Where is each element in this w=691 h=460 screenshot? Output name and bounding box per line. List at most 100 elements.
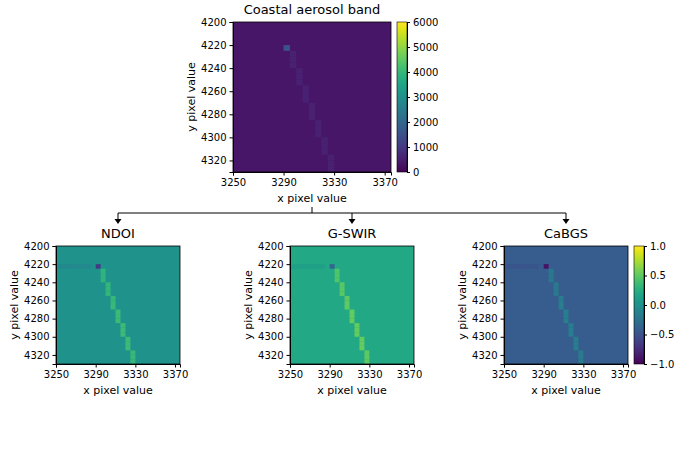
cell: [529, 264, 534, 269]
tick-mark: [175, 364, 176, 368]
tick: 4260: [472, 295, 504, 306]
tick: 2000: [407, 117, 438, 128]
tick: 4300: [24, 331, 56, 342]
background-cell: [56, 246, 180, 364]
tick-mark: [501, 319, 505, 320]
tick-label: 4220: [24, 259, 49, 270]
tick: 3370: [611, 364, 636, 380]
tick-mark: [334, 172, 335, 176]
tick: 3330: [322, 172, 347, 188]
y-axis: 4200422042404260428043004320: [258, 241, 290, 365]
tick: 3290: [83, 364, 108, 380]
cell: [554, 282, 559, 287]
tick-label: 4200: [201, 17, 226, 28]
cell: [309, 109, 315, 115]
arrows: [115, 207, 570, 224]
cell: [305, 264, 310, 269]
tick-label: 4300: [258, 331, 283, 342]
tick-label: 0.5: [650, 270, 666, 281]
cell: [568, 332, 573, 337]
cell: [359, 341, 364, 346]
tick-mark: [287, 337, 291, 338]
tick-mark: [407, 147, 410, 148]
cell: [328, 155, 334, 161]
tick-label: 4280: [258, 313, 283, 324]
tick: 4200: [24, 241, 56, 252]
cell: [354, 323, 359, 328]
tick: 4240: [24, 277, 56, 288]
tick-label: 3000: [413, 92, 438, 103]
cell: [309, 114, 315, 120]
tick: 1.0: [644, 241, 666, 252]
tick: 3290: [271, 172, 296, 188]
cell: [101, 273, 106, 278]
cell: [573, 337, 578, 342]
cell: [296, 80, 302, 86]
tick: 3290: [531, 364, 556, 380]
tick-label: 4200: [472, 241, 497, 252]
y-axis: 4200422042404260428043004320: [24, 241, 56, 365]
tick-label: 4280: [472, 313, 497, 324]
cell: [559, 300, 564, 305]
cell: [573, 346, 578, 351]
tick-mark: [407, 172, 410, 173]
arrow-head: [115, 219, 122, 224]
tick-mark: [385, 172, 386, 176]
cell: [125, 337, 130, 342]
tick: 4200: [258, 241, 290, 252]
tick-label: 4280: [201, 109, 226, 120]
tick-mark: [284, 172, 285, 176]
cell: [345, 305, 350, 310]
cell: [321, 149, 327, 155]
tick-label: 3290: [531, 369, 556, 380]
cell: [309, 103, 315, 109]
tick-mark: [501, 246, 505, 247]
cell: [71, 264, 76, 269]
tick-mark: [644, 246, 647, 247]
cell: [86, 264, 91, 269]
cell: [296, 74, 302, 80]
tick: 6000: [407, 17, 438, 28]
cell: [559, 305, 564, 310]
frame: [233, 22, 391, 172]
tick: 0.0: [644, 300, 666, 311]
heatmap: [290, 246, 414, 364]
tick-label: 4240: [258, 277, 283, 288]
cell: [76, 264, 81, 269]
tick-mark: [409, 364, 410, 368]
tick-label: 4240: [24, 277, 49, 288]
panel-title: Coastal aerosol band: [244, 2, 381, 17]
cell: [350, 310, 355, 315]
tick-label: 4220: [201, 40, 226, 51]
heatmap: [56, 246, 180, 364]
cell: [549, 269, 554, 274]
tick: 4000: [407, 67, 438, 78]
panel-title: G-SWIR: [328, 226, 377, 241]
cell: [320, 264, 325, 269]
tick-mark: [644, 305, 647, 306]
cell: [328, 160, 334, 166]
y-axis-title: y pixel value: [456, 270, 469, 340]
cell: [328, 166, 334, 172]
cell: [66, 264, 71, 269]
tick-mark: [287, 264, 291, 265]
colorbar-axis-line: [408, 23, 411, 173]
x-axis-line: [291, 365, 415, 368]
tick-mark: [53, 246, 57, 247]
background-cell: [233, 22, 391, 172]
tick: 0: [407, 167, 419, 178]
cell: [345, 296, 350, 301]
cell: [340, 282, 345, 287]
tick-label: 4320: [472, 350, 497, 361]
tick-mark: [501, 355, 505, 356]
tick-mark: [369, 364, 370, 368]
cell: [120, 323, 125, 328]
tick: 4200: [472, 241, 504, 252]
tick: 4320: [258, 350, 290, 361]
cell: [321, 143, 327, 149]
tick: 3000: [407, 92, 438, 103]
panel-title: NDOI: [101, 226, 135, 241]
tick-label: 3250: [44, 369, 69, 380]
cell: [125, 346, 130, 351]
tick-mark: [644, 276, 647, 277]
